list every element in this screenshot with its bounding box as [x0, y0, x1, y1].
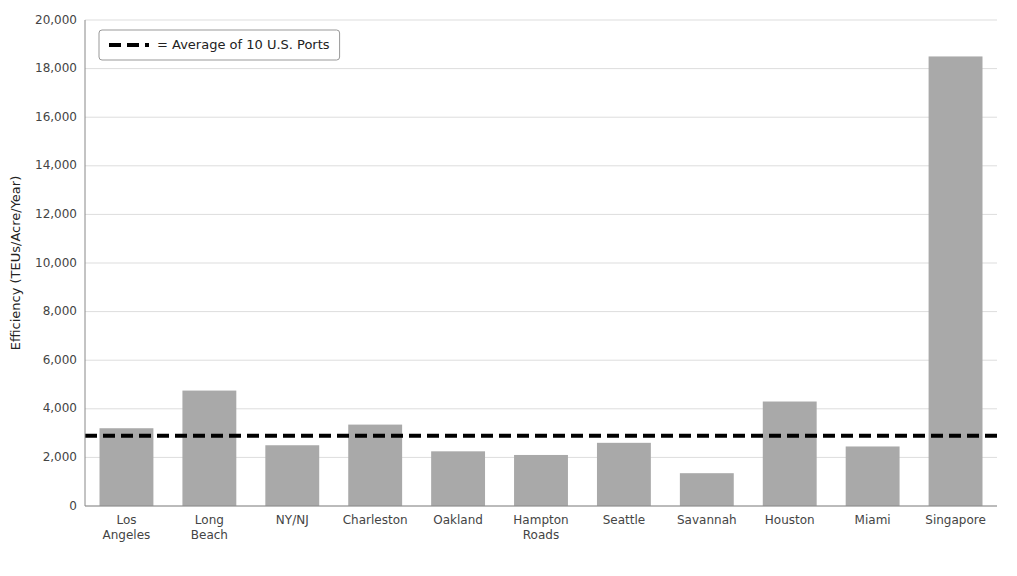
x-tick-label-line: Roads	[523, 528, 559, 542]
legend-handle	[109, 43, 149, 47]
bar	[182, 391, 236, 506]
x-tick-label-line: Beach	[191, 528, 228, 542]
axes	[85, 20, 997, 506]
x-tick-label: Miami	[855, 513, 891, 527]
x-tick-label-line: Hampton	[513, 513, 568, 527]
x-tick-label-line: Miami	[855, 513, 891, 527]
x-tick-label-line: Charleston	[343, 513, 408, 527]
average-line	[85, 434, 997, 438]
reference-line-group	[85, 435, 997, 436]
bar	[265, 445, 319, 506]
y-axis-line	[85, 20, 86, 506]
y-tick-label: 20,000	[35, 13, 77, 27]
legend: = Average of 10 U.S. Ports	[99, 30, 340, 60]
grid-line	[85, 214, 997, 215]
x-tick-label-line: NY/NJ	[276, 513, 309, 527]
y-tick-label: 8,000	[43, 304, 77, 318]
x-tick-label-line: Houston	[765, 513, 815, 527]
y-tick-label: 16,000	[35, 110, 77, 124]
x-tick-label: LosAngeles	[103, 513, 151, 542]
bar	[680, 473, 734, 506]
x-tick-label-line: Seattle	[603, 513, 645, 527]
y-tick-label: 14,000	[35, 158, 77, 172]
x-tick-label: Houston	[765, 513, 815, 527]
legend-label: = Average of 10 U.S. Ports	[157, 37, 330, 52]
grid-line	[85, 506, 997, 507]
x-tick-label: Seattle	[603, 513, 645, 527]
bar	[100, 428, 154, 506]
x-tick-label-line: Savannah	[677, 513, 737, 527]
grid-line	[85, 165, 997, 166]
x-tick-label: NY/NJ	[276, 513, 309, 527]
bar	[597, 443, 651, 506]
x-tick-label: Singapore	[925, 513, 986, 527]
bar	[431, 451, 485, 506]
x-tick-label-line: Oakland	[433, 513, 483, 527]
x-axis-line	[85, 506, 997, 507]
grid-line	[85, 20, 997, 21]
grid-line	[85, 117, 997, 118]
x-tick-label-line: Los	[116, 513, 136, 527]
legend-box	[99, 30, 340, 60]
bar	[846, 446, 900, 506]
y-tick-label: 4,000	[43, 401, 77, 415]
y-tick-label: 12,000	[35, 207, 77, 221]
y-tick-label: 10,000	[35, 256, 77, 270]
grid	[85, 20, 997, 506]
x-tick-label: Oakland	[433, 513, 483, 527]
x-axis: LosAngeles LongBeach NY/NJ Charleston Oaklan…	[103, 513, 986, 542]
x-tick-label-line: Singapore	[925, 513, 986, 527]
bars	[100, 56, 983, 506]
x-tick-label: Charleston	[343, 513, 408, 527]
x-tick-label-line: Long	[195, 513, 224, 527]
x-tick-label: LongBeach	[191, 513, 228, 542]
x-tick-label: Savannah	[677, 513, 737, 527]
y-tick-label: 2,000	[43, 450, 77, 464]
y-tick-label: 6,000	[43, 353, 77, 367]
grid-line	[85, 311, 997, 312]
y-tick-label: 18,000	[35, 61, 77, 75]
grid-line	[85, 68, 997, 69]
bar	[763, 402, 817, 506]
chart: 0 2,000 4,000 6,000 8,000 10,000 12,000 14,000 1…	[0, 0, 1017, 576]
bar	[514, 455, 568, 506]
x-tick-label-line: Angeles	[103, 528, 151, 542]
grid-line	[85, 360, 997, 361]
y-axis-label: Efficiency (TEUs/Acre/Year)	[8, 176, 23, 351]
x-tick-label: HamptonRoads	[513, 513, 568, 542]
bar	[929, 56, 983, 506]
grid-line	[85, 263, 997, 264]
y-tick-label: 0	[69, 499, 77, 513]
y-axis: 0 2,000 4,000 6,000 8,000 10,000 12,000 14,000 1…	[35, 13, 77, 513]
